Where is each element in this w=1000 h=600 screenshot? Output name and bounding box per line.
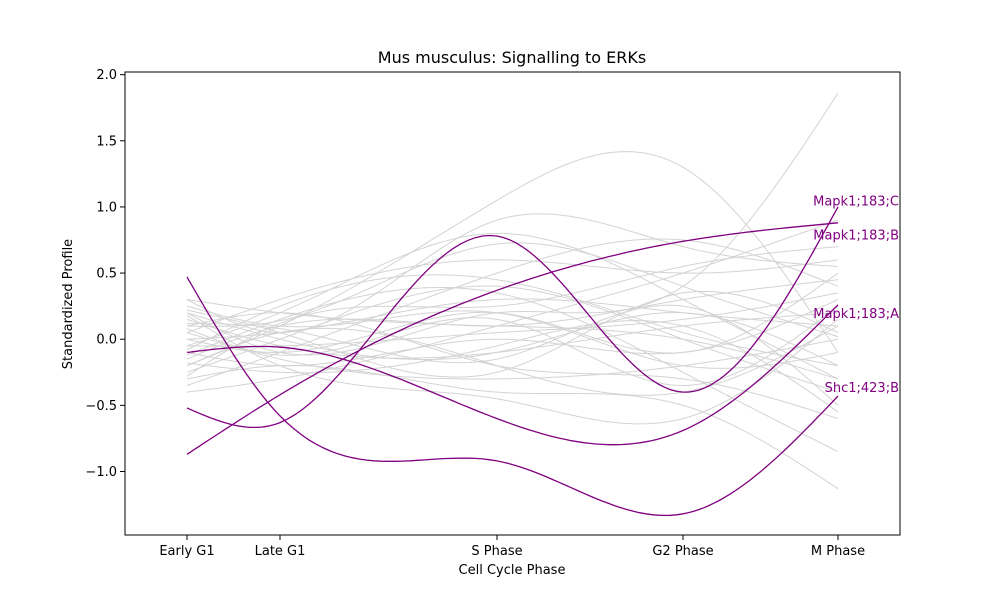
highlighted-series-group [186, 206, 839, 517]
background-series-line [186, 298, 839, 340]
background-series-line [186, 305, 839, 387]
background-series-line [186, 304, 839, 406]
y-tick-label: −1.0 [85, 465, 117, 480]
background-series-line [186, 259, 839, 334]
highlighted-series-line [186, 276, 839, 517]
background-series-line [186, 365, 839, 490]
background-series-line [186, 299, 839, 367]
series-label: Mapk1;183;A [813, 307, 899, 322]
y-axis-label: Standardized Profile [61, 239, 76, 369]
plot-frame [124, 71, 901, 536]
series-label: Mapk1;183;B [813, 229, 899, 244]
background-series-line [186, 325, 839, 396]
x-tick-label: Late G1 [255, 544, 306, 559]
x-tick-label: S Phase [471, 544, 522, 559]
chart-title: Mus musculus: Signalling to ERKs [378, 48, 646, 67]
y-tick-label: −0.5 [85, 399, 117, 414]
y-tick-label: 0.0 [96, 333, 117, 348]
y-axis: −1.0 −0.5 0.0 0.5 1.0 1.5 2.0 [85, 68, 125, 480]
x-tick-label: Early G1 [159, 544, 214, 559]
y-tick-label: 1.5 [96, 134, 117, 149]
background-series-line [186, 213, 839, 334]
x-axis: Early G1 Late G1 S Phase G2 Phase M Phase [159, 535, 865, 559]
highlighted-series-line [186, 222, 839, 455]
highlighted-series-line [186, 304, 839, 446]
background-series-line [186, 299, 839, 380]
series-label: Shc1;423;B [825, 381, 899, 396]
y-tick-label: 0.5 [96, 267, 117, 282]
y-tick-label: 1.0 [96, 200, 117, 215]
highlighted-series-line [186, 206, 839, 429]
background-series-group [186, 92, 839, 490]
background-series-line [186, 246, 839, 377]
y-tick-label: 2.0 [96, 68, 117, 83]
x-axis-label: Cell Cycle Phase [459, 563, 566, 578]
x-tick-label: G2 Phase [652, 544, 713, 559]
series-label: Mapk1;183;C [813, 194, 899, 209]
background-series-line [186, 314, 839, 425]
background-series-line [186, 290, 839, 378]
x-tick-label: M Phase [811, 544, 865, 559]
series-labels-group: Mapk1;183;C Mapk1;183;B Mapk1;183;A Shc1;42… [813, 194, 899, 396]
background-series-line [186, 320, 839, 413]
background-series-line [186, 151, 839, 367]
